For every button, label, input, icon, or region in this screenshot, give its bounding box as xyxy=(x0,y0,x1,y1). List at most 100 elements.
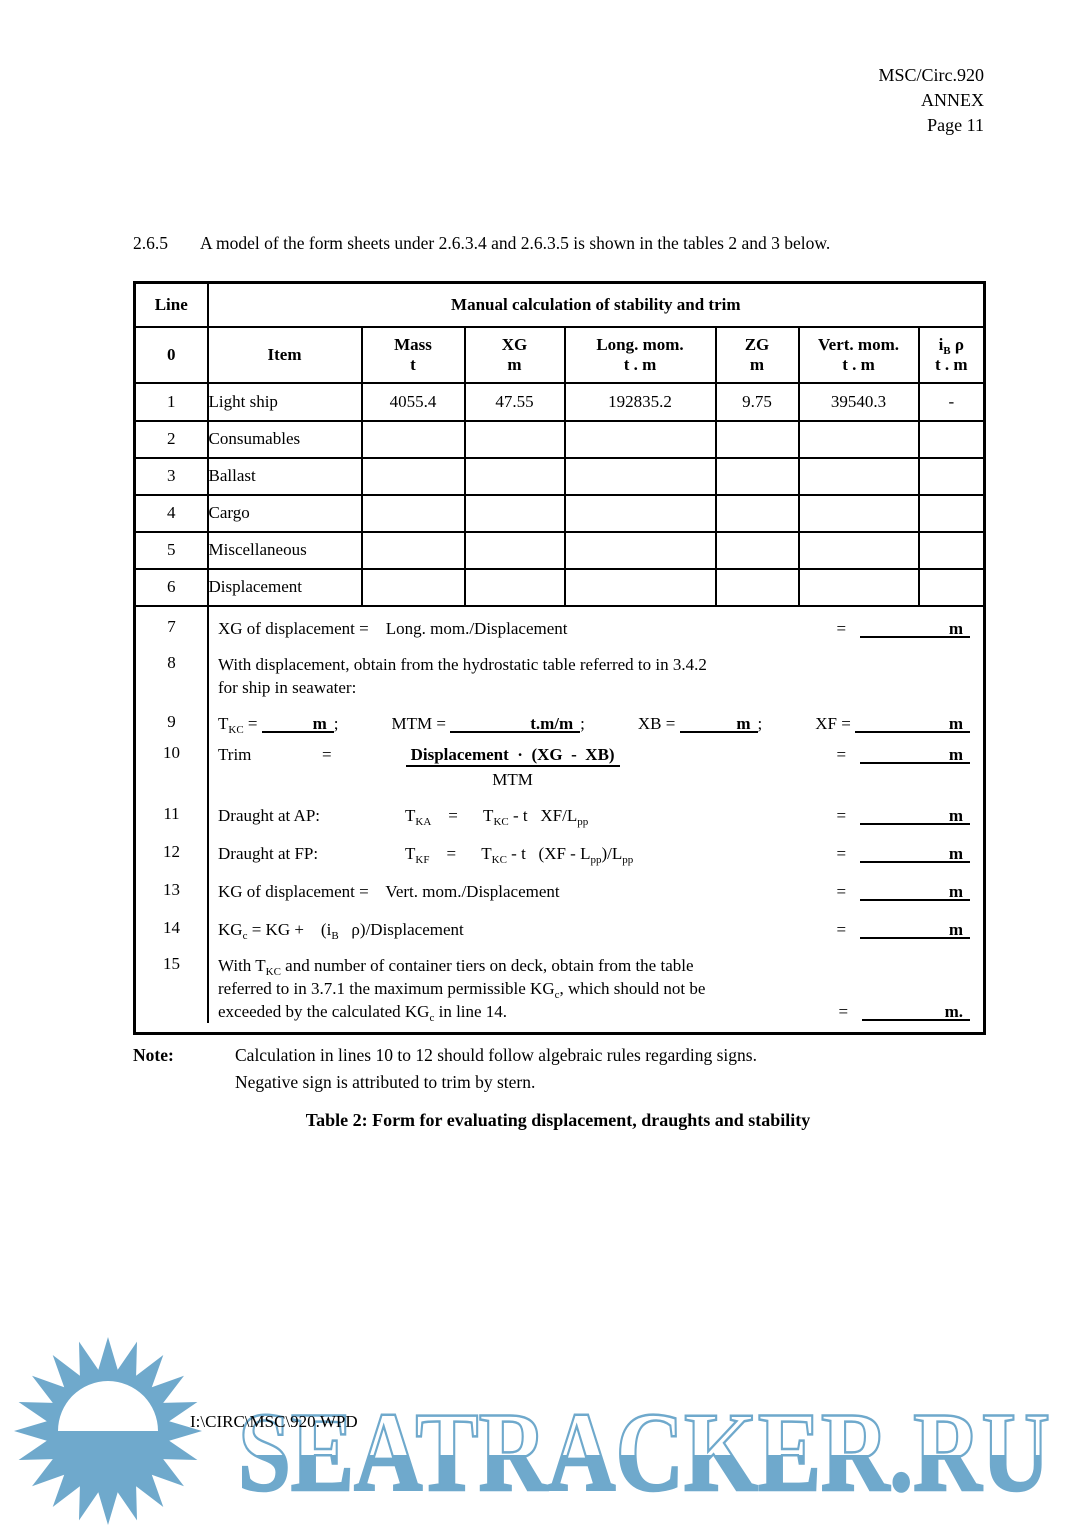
empty-cell xyxy=(563,419,717,459)
calc-line-number: 15 xyxy=(136,940,209,1023)
watermark-text: SEATRACKER.RU xyxy=(238,1390,1050,1515)
calc-line-number: 14 xyxy=(136,902,209,941)
equals-sign: = xyxy=(836,843,847,863)
fill-in-blank: m xyxy=(860,617,971,638)
line-number: 4 xyxy=(133,493,209,533)
line-column-header: Line xyxy=(133,281,209,328)
mass-cell: 4055.4 xyxy=(360,381,466,422)
line-number: 5 xyxy=(133,530,209,570)
fill-in-blank: m xyxy=(855,712,971,733)
calc-line-13: 13 KG of displacement = Vert. mom./Displ… xyxy=(136,864,983,903)
calc-line-10: 10 Trim = Displacement · (XG - XB) MTM =… xyxy=(136,734,983,791)
column-header: 0 xyxy=(133,325,209,384)
equals-sign: = xyxy=(836,881,847,901)
fill-in-blank: m xyxy=(860,880,971,901)
empty-cell xyxy=(917,456,986,496)
fill-in-blank: m. xyxy=(862,1000,971,1021)
item-cell: Ballast xyxy=(206,456,363,496)
item-cell: Miscellaneous xyxy=(206,530,363,570)
calc-section-row: 7 XG of displacement = Long. mom./Displa… xyxy=(133,604,986,1034)
note-block: Note: Calculation in lines 10 to 12 shou… xyxy=(133,1042,983,1096)
item-cell: Displacement xyxy=(206,567,363,607)
vert-mom-cell: 39540.3 xyxy=(797,381,920,422)
note-text-line: Negative sign is attributed to trim by s… xyxy=(235,1072,536,1092)
empty-cell xyxy=(360,567,466,607)
calc-section: 7 XG of displacement = Long. mom./Displa… xyxy=(133,604,986,1034)
result-blank: = m xyxy=(836,617,971,640)
calc-line-number: 12 xyxy=(136,826,209,865)
calc-line-11: 11 Draught at AP: TKA = TKC - t XF/Lpp =… xyxy=(136,790,983,827)
calc-line-text: KGc = KG + (iB ρ)/Displacement xyxy=(218,919,464,942)
hydrostatic-entry: MTM = t.m/m; xyxy=(391,712,585,733)
column-header: Mass t xyxy=(360,325,466,384)
fill-in-blank: m xyxy=(860,842,971,863)
calc-line-text: for ship in seawater: xyxy=(218,677,357,697)
watermark: SEATRACKER.RU xyxy=(237,1390,1052,1516)
table-row: 4 Cargo xyxy=(133,493,986,533)
item-cell: Consumables xyxy=(206,419,363,459)
result-blank: = m xyxy=(836,842,971,865)
fill-in-blank: m xyxy=(679,712,758,733)
calc-line-label: Draught at AP: xyxy=(218,805,320,825)
item-cell: Cargo xyxy=(206,493,363,533)
page-header: MSC/Circ.920 ANNEX Page 11 xyxy=(878,63,984,138)
column-header: Vert. mom. t . m xyxy=(797,325,920,384)
intro-paragraph: 2.6.5 A model of the form sheets under 2.… xyxy=(133,233,983,254)
table-row: 6 Displacement xyxy=(133,567,986,607)
calc-line-12: 12 Draught at FP: TKF = TKC - t (XF - Lp… xyxy=(136,826,983,866)
calc-formula: TKF = TKC - t (XF - Lpp)/Lpp xyxy=(405,843,634,866)
calc-line-number: 13 xyxy=(136,864,209,903)
line-number: 2 xyxy=(133,419,209,459)
line-number: 1 xyxy=(133,381,209,422)
calc-line-7: 7 XG of displacement = Long. mom./Displa… xyxy=(136,606,983,640)
fill-in-blank: t.m/m xyxy=(450,712,581,733)
hydrostatic-entry: TKC = m; xyxy=(218,712,339,736)
fill-in-blank: m xyxy=(261,712,334,733)
equals-sign: = xyxy=(836,744,847,764)
result-blank: = m xyxy=(836,918,971,941)
sun-dome xyxy=(58,1381,158,1431)
table-row: 5 Miscellaneous xyxy=(133,530,986,570)
empty-cell xyxy=(563,567,717,607)
calc-line-14: 14 KGc = KG + (iB ρ)/Displacement = m xyxy=(136,902,983,942)
empty-cell xyxy=(797,567,920,607)
equals-sign: = xyxy=(836,805,847,825)
fraction-numerator: Displacement · (XG - XB) xyxy=(405,744,620,767)
result-blank: = m xyxy=(836,804,971,827)
column-header: Long. mom. t . m xyxy=(563,325,717,384)
xg-cell: 47.55 xyxy=(463,381,566,422)
table-row: 2 Consumables xyxy=(133,419,986,459)
hydrostatic-entry: XF = m xyxy=(815,712,971,735)
empty-cell xyxy=(714,567,800,607)
result-blank: = m xyxy=(836,743,971,766)
circular-number: MSC/Circ.920 xyxy=(878,65,984,85)
empty-cell xyxy=(463,530,566,570)
empty-cell xyxy=(797,419,920,459)
empty-cell xyxy=(360,419,466,459)
empty-cell xyxy=(463,419,566,459)
ib-cell: - xyxy=(917,381,986,422)
result-blank: = m. xyxy=(838,1000,971,1023)
table-row: 1 Light ship 4055.4 47.55 192835.2 9.75 … xyxy=(133,381,986,422)
table-title: Manual calculation of stability and trim xyxy=(206,281,986,328)
calc-line-number: 10 xyxy=(136,734,209,791)
empty-cell xyxy=(714,493,800,533)
column-header: ZG m xyxy=(714,325,800,384)
calc-line-number: 7 xyxy=(136,606,209,640)
stability-form-table: Line Manual calculation of stability and… xyxy=(133,281,987,1035)
empty-cell xyxy=(917,419,986,459)
empty-cell xyxy=(714,419,800,459)
empty-cell xyxy=(360,530,466,570)
calc-line-number: 9 xyxy=(136,698,209,735)
empty-cell xyxy=(917,530,986,570)
item-cell: Light ship xyxy=(206,381,363,422)
hydrostatic-entry: XB = m; xyxy=(637,712,763,733)
calc-line-number: 11 xyxy=(136,790,209,827)
note-label: Note: xyxy=(133,1045,174,1065)
equals-sign: = xyxy=(838,1001,849,1021)
fraction-denominator: MTM xyxy=(492,769,533,789)
empty-cell xyxy=(463,567,566,607)
equals-sign: = xyxy=(322,744,332,764)
column-header-row: 0 Item Mass t XG m Long. mom. t . m ZG m Ver… xyxy=(133,325,986,384)
